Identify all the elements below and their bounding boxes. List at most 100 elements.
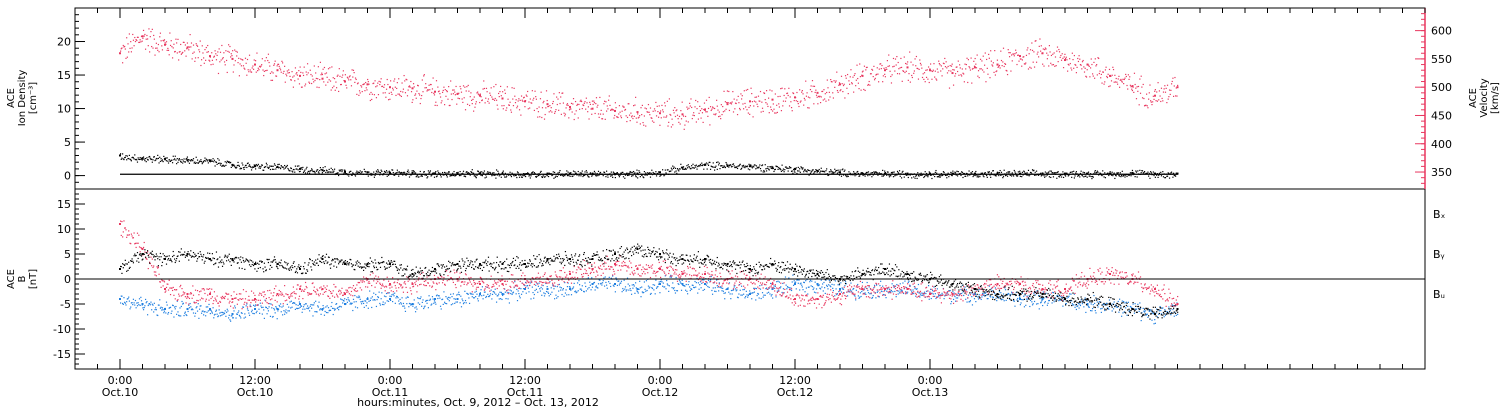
by-series-sample bbox=[308, 307, 310, 309]
velocity-series-sample bbox=[853, 91, 855, 93]
velocity-series-sample bbox=[754, 96, 756, 98]
velocity-series-sample bbox=[358, 90, 361, 92]
velocity-series-sample bbox=[825, 100, 827, 102]
density-series-sample bbox=[144, 160, 146, 162]
by-series-sample bbox=[421, 305, 423, 307]
velocity-series-point bbox=[1154, 94, 1156, 97]
velocity-series-sample bbox=[215, 53, 217, 55]
by-series-sample bbox=[713, 282, 715, 284]
density-series-sample bbox=[192, 160, 194, 162]
velocity-series-sample bbox=[937, 71, 939, 73]
density-series-sample bbox=[400, 171, 402, 174]
density-series-sample bbox=[1058, 175, 1060, 178]
density-series-sample bbox=[338, 169, 340, 171]
density-series-sample bbox=[965, 175, 967, 177]
by-series-sample bbox=[329, 309, 332, 312]
density-series-sample bbox=[238, 165, 240, 167]
by-series-sample bbox=[241, 312, 243, 314]
by-series-sample bbox=[1025, 304, 1027, 306]
velocity-series-sample bbox=[1023, 63, 1026, 65]
density-series-sample bbox=[154, 159, 156, 162]
density-series-sample bbox=[331, 169, 334, 171]
velocity-series-sample bbox=[939, 64, 941, 66]
velocity-series-sample bbox=[613, 117, 615, 119]
velocity-series-sample bbox=[312, 78, 314, 80]
density-series-sample bbox=[502, 170, 504, 172]
velocity-series-sample bbox=[902, 70, 904, 72]
by-series-sample bbox=[1051, 302, 1053, 304]
velocity-series-sample bbox=[606, 105, 608, 107]
velocity-series-sample bbox=[1087, 63, 1089, 65]
density-series-sample bbox=[444, 171, 446, 174]
by-series-sample bbox=[1119, 307, 1121, 309]
density-series-sample bbox=[196, 159, 199, 161]
by-series-sample bbox=[950, 303, 952, 305]
velocity-series-sample bbox=[696, 108, 698, 110]
by-series-sample bbox=[229, 319, 231, 321]
by-series-sample bbox=[1175, 305, 1177, 307]
velocity-series-sample bbox=[404, 80, 406, 82]
density-series-sample bbox=[1107, 172, 1109, 174]
velocity-series-sample bbox=[152, 47, 154, 49]
by-series-sample bbox=[1016, 299, 1018, 301]
velocity-series-sample bbox=[1051, 64, 1053, 66]
by-series-sample bbox=[911, 291, 913, 293]
velocity-series-sample bbox=[1054, 65, 1056, 67]
by-series-sample bbox=[326, 305, 328, 307]
velocity-series-sample bbox=[838, 82, 841, 84]
density-series-sample bbox=[616, 172, 618, 174]
by-series-sample bbox=[1159, 305, 1161, 308]
by-series-sample bbox=[565, 289, 567, 291]
density-series-sample bbox=[1003, 169, 1005, 171]
by-series-sample bbox=[162, 309, 164, 311]
density-series-sample bbox=[1137, 170, 1139, 172]
by-series-sample bbox=[236, 313, 238, 315]
velocity-series-sample bbox=[795, 96, 797, 99]
density-series-sample bbox=[292, 171, 294, 173]
by-series-sample bbox=[139, 304, 141, 307]
density-series-sample bbox=[809, 169, 811, 172]
density-series-sample bbox=[138, 158, 141, 161]
by-series-sample bbox=[398, 300, 400, 302]
velocity-series-sample bbox=[478, 94, 480, 96]
by-series-sample bbox=[555, 294, 557, 296]
velocity-series-sample bbox=[1134, 83, 1136, 86]
velocity-series-sample bbox=[1049, 51, 1051, 53]
density-series-sample bbox=[1173, 174, 1175, 177]
velocity-series-sample bbox=[592, 103, 594, 106]
by-series-sample bbox=[963, 294, 965, 297]
density-series-sample bbox=[407, 169, 409, 171]
density-series-sample bbox=[294, 165, 297, 167]
by-series-sample bbox=[698, 288, 700, 290]
by-series-sample bbox=[122, 302, 124, 305]
velocity-series-sample bbox=[529, 107, 531, 109]
velocity-series-sample bbox=[782, 105, 784, 107]
velocity-series-sample bbox=[651, 120, 654, 122]
by-series-sample bbox=[1035, 291, 1037, 293]
density-series-sample bbox=[181, 158, 183, 161]
density-series-sample bbox=[597, 170, 600, 172]
density-series-sample bbox=[1128, 174, 1130, 177]
by-series-sample bbox=[809, 279, 812, 281]
density-series-sample bbox=[1134, 176, 1136, 178]
velocity-series-sample bbox=[536, 107, 538, 110]
velocity-series-sample bbox=[1112, 66, 1114, 68]
by-series-sample bbox=[716, 279, 718, 281]
density-series-sample bbox=[680, 166, 683, 168]
density-series-sample bbox=[164, 159, 166, 161]
velocity-series-sample bbox=[506, 107, 508, 109]
density-series-sample bbox=[1091, 177, 1093, 180]
velocity-series-sample bbox=[526, 95, 528, 97]
by-series-sample bbox=[390, 295, 392, 298]
by-series-sample bbox=[1102, 304, 1104, 306]
density-series-sample bbox=[565, 173, 567, 175]
velocity-series-sample bbox=[880, 63, 882, 65]
density-series-sample bbox=[268, 167, 270, 169]
velocity-series-sample bbox=[291, 71, 293, 73]
velocity-series-sample bbox=[294, 80, 296, 82]
velocity-series-sample bbox=[633, 115, 635, 118]
by-series-sample bbox=[614, 291, 616, 293]
density-series-sample bbox=[530, 175, 532, 177]
density-series-sample bbox=[946, 174, 949, 176]
velocity-series-sample bbox=[1104, 69, 1107, 71]
